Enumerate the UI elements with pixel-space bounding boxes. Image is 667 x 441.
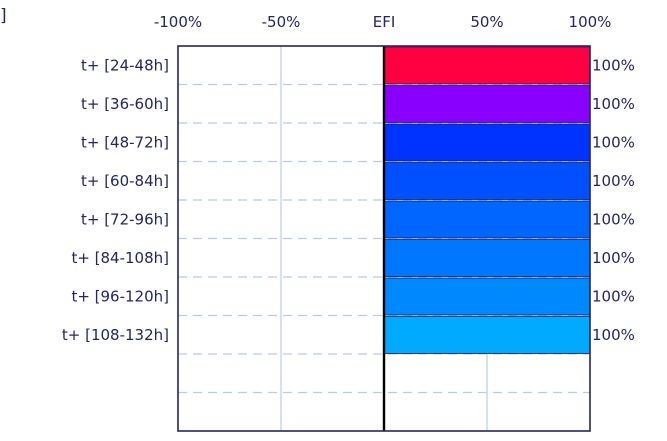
value-label: 100% — [592, 95, 635, 113]
value-label: 100% — [592, 172, 635, 190]
category-label: t+ [108-132h] — [62, 326, 169, 344]
value-label: 100% — [592, 56, 635, 74]
value-label: 100% — [592, 133, 635, 151]
category-label: t+ [48-72h] — [81, 133, 169, 151]
category-label: t+ [72-96h] — [81, 210, 169, 228]
plot-frame — [177, 45, 591, 432]
category-label: t+ [24-48h] — [81, 56, 169, 74]
category-label: t+ [60-84h] — [81, 172, 169, 190]
bar — [383, 316, 591, 354]
bar — [383, 200, 591, 239]
bar — [383, 239, 591, 277]
x-tick-label: EFI — [373, 13, 396, 31]
category-label: t+ [84-108h] — [71, 249, 169, 267]
x-tick-label: -50% — [262, 13, 301, 31]
value-label: 100% — [592, 287, 635, 305]
value-label: 100% — [592, 326, 635, 344]
category-label: t+ [96-120h] — [71, 287, 169, 305]
x-tick-label: -100% — [154, 13, 202, 31]
bar — [383, 277, 591, 316]
bar — [383, 123, 591, 162]
bar — [383, 46, 591, 85]
category-label: t+ [36-60h] — [81, 95, 169, 113]
x-tick-label: 100% — [569, 13, 612, 31]
value-label: 100% — [592, 249, 635, 267]
value-label: 100% — [592, 210, 635, 228]
x-tick-label: 50% — [470, 13, 503, 31]
corner-fragment: ] — [0, 6, 7, 26]
bar — [383, 85, 591, 123]
bar — [383, 162, 591, 200]
